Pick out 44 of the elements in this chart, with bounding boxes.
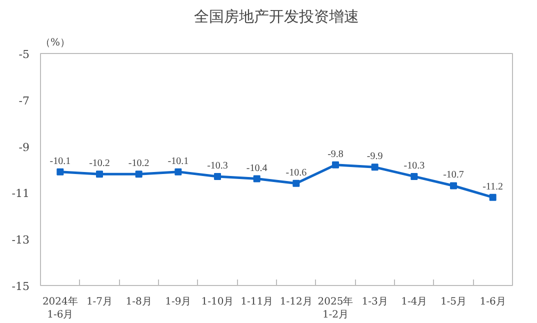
data-label: -10.6	[286, 167, 307, 178]
point	[410, 172, 418, 180]
x-tick-label: 2025年 1-2月	[318, 296, 354, 321]
point	[332, 161, 339, 168]
x-tick-label: 2024年 1-6月	[42, 296, 78, 321]
data-label: -9.8	[328, 148, 344, 160]
x-tick-label: 1-12月	[280, 296, 312, 308]
x-tick-label: 1-11月	[240, 296, 274, 308]
y-axis-title: （%）	[40, 38, 70, 48]
point	[253, 175, 260, 182]
y-tick-label: -7	[18, 94, 30, 108]
x-tick-label: 1-10月	[201, 296, 234, 308]
data-label: -10.3	[207, 160, 228, 172]
y-tick-label: -9	[18, 140, 30, 154]
point	[214, 172, 221, 180]
x-tick-label: 1-7月	[86, 296, 113, 308]
point	[292, 180, 300, 187]
point	[371, 164, 378, 171]
x-tick-label: 1-3月	[362, 296, 388, 308]
x-tick-label: 1-4月	[401, 296, 428, 308]
x-tick-label: 1-6月	[480, 296, 506, 308]
point	[450, 182, 457, 190]
y-tick-label: -5	[18, 48, 30, 61]
data-label: -10.3	[404, 160, 425, 172]
data-label: -10.2	[89, 158, 110, 170]
y-tick-label: -11	[12, 187, 30, 200]
y-tick-label: -13	[12, 234, 30, 247]
data-label: -10.2	[128, 158, 150, 170]
x-tick-label: 1-9月	[165, 296, 192, 308]
chart-title: 全国房地产开发投资增速	[194, 8, 359, 26]
x-tick-label: 1-5月	[440, 296, 467, 308]
y-tick-label: -15	[12, 280, 30, 293]
data-label: -11.2	[482, 181, 504, 192]
data-label: -10.1	[168, 156, 189, 167]
data-label: -9.9	[366, 151, 383, 162]
point	[135, 170, 142, 178]
x-tick-label: 1-8月	[126, 296, 152, 308]
data-label: -10.4	[246, 162, 268, 174]
point	[56, 168, 64, 176]
data-label: -10.1	[50, 156, 71, 167]
point	[489, 194, 496, 201]
data-label: -10.7	[443, 170, 464, 181]
point	[174, 168, 182, 176]
point	[96, 170, 103, 178]
